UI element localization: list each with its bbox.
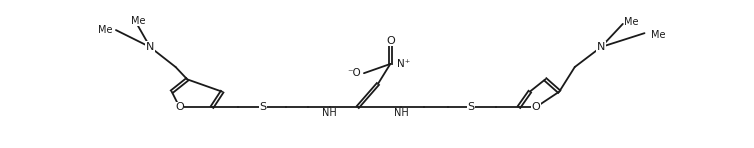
Text: NH: NH: [323, 108, 337, 118]
Text: O: O: [386, 36, 394, 46]
Text: Me: Me: [624, 17, 639, 27]
Text: N⁺: N⁺: [397, 59, 409, 69]
Text: O: O: [532, 102, 541, 112]
Text: Me: Me: [651, 30, 665, 40]
Text: NH: NH: [394, 108, 409, 118]
Text: O: O: [175, 102, 184, 112]
Text: ⁻O: ⁻O: [347, 68, 361, 78]
Text: S: S: [467, 102, 474, 112]
Text: Me: Me: [97, 25, 112, 35]
Text: N: N: [146, 42, 155, 52]
Text: N: N: [597, 42, 605, 52]
Text: S: S: [259, 102, 267, 112]
Text: Me: Me: [131, 16, 146, 26]
